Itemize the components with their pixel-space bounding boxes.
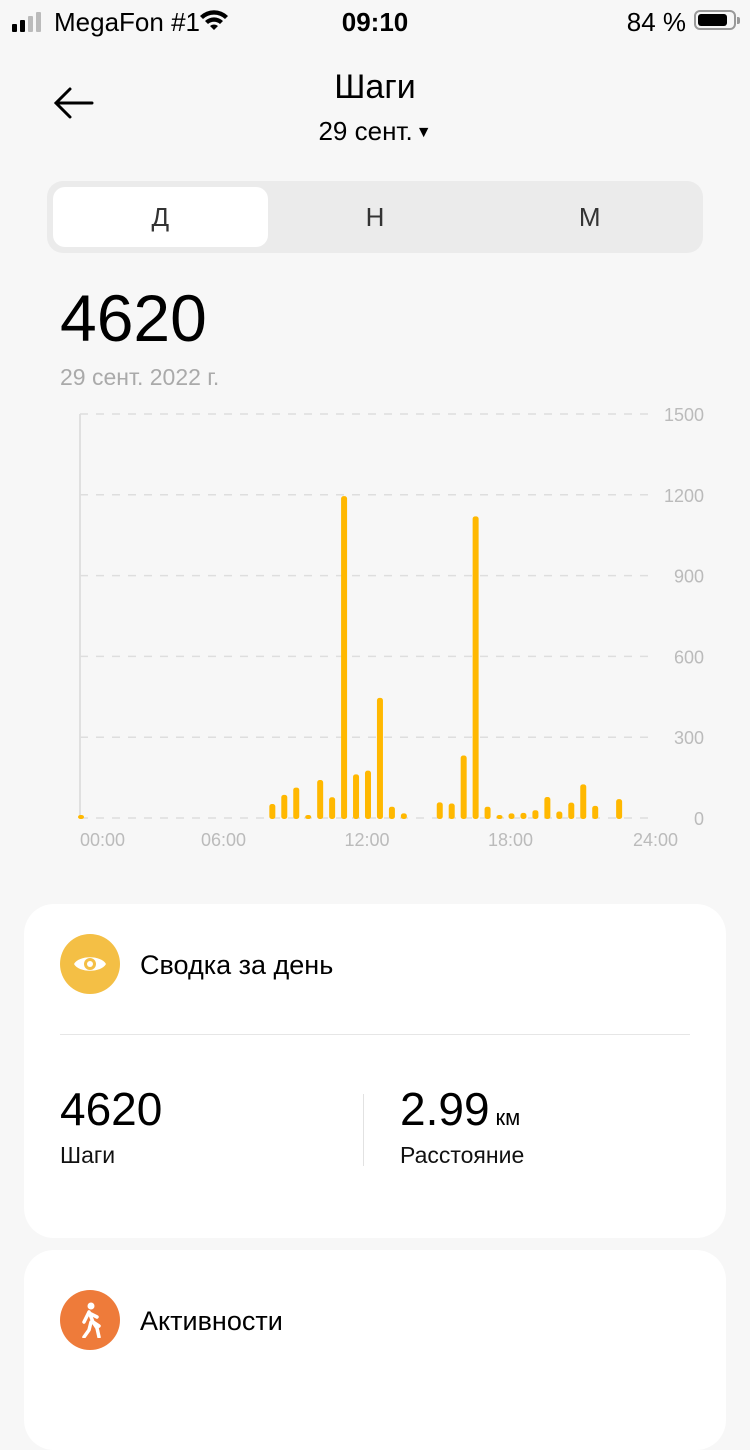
x-tick-label: 18:00 <box>488 830 533 850</box>
distance-label: Расстояние <box>400 1142 525 1168</box>
bar <box>436 802 443 819</box>
divider <box>60 1034 690 1035</box>
card-title: Активности <box>140 1306 283 1336</box>
bar <box>329 797 336 819</box>
bar <box>281 794 288 819</box>
bar <box>496 815 503 819</box>
activities-card[interactable]: Активности <box>24 1250 726 1450</box>
card-title: Сводка за день <box>140 950 334 980</box>
bar <box>592 805 599 819</box>
carrier: MegaFon #1 <box>54 7 200 37</box>
page-title: Шаги <box>334 68 416 106</box>
battery-percent: 84 % <box>626 7 686 37</box>
divider <box>363 1094 364 1166</box>
bar <box>341 496 348 819</box>
status-bar: MegaFon #1 09:10 84 % <box>0 0 750 44</box>
bar <box>520 812 527 819</box>
day-summary-card: Сводка за день 4620 Шаги 2.99 км Расстоян… <box>24 904 726 1238</box>
steps-value: 4620 <box>60 1083 163 1135</box>
bar <box>353 774 360 819</box>
bar <box>448 803 455 819</box>
steps-label: Шаги <box>60 1142 116 1168</box>
date-label: 29 сент. <box>318 116 413 146</box>
x-tick-label: 06:00 <box>201 830 246 850</box>
arrow-left-icon[interactable] <box>50 80 96 126</box>
x-tick-label: 12:00 <box>344 830 389 850</box>
y-tick-label: 0 <box>694 809 704 829</box>
bar <box>365 770 371 819</box>
bar <box>78 815 84 819</box>
distance-unit: км <box>495 1105 521 1130</box>
y-tick-label: 1500 <box>664 405 704 425</box>
x-tick-label: 00:00 <box>80 830 125 850</box>
steps-chart[interactable]: 1500 1200 900 600 300 0 00:00 06:00 12:00 18:00 24… <box>0 0 750 900</box>
tab-week[interactable]: Н <box>365 201 385 232</box>
bar <box>269 803 276 819</box>
distance-number: 2.99 <box>400 1083 490 1135</box>
tab-day[interactable]: Д <box>53 187 268 247</box>
wifi-icon <box>200 10 228 30</box>
y-tick-label: 300 <box>674 728 704 748</box>
bar <box>544 796 551 819</box>
bar <box>400 813 407 819</box>
battery-icon <box>694 10 740 30</box>
signal-icon <box>12 12 41 32</box>
eye-icon <box>60 934 120 994</box>
bar <box>305 815 312 819</box>
x-tick-label: 24:00 <box>633 830 678 850</box>
total-steps: 4620 <box>60 281 207 355</box>
distance-value: 2.99 км <box>400 1082 520 1136</box>
bar <box>472 516 479 819</box>
walking-icon <box>60 1290 120 1350</box>
bar <box>460 755 467 819</box>
bar <box>376 697 383 819</box>
period-tabs: Д Н М <box>47 181 703 253</box>
caret-down-icon: ▼ <box>415 124 432 141</box>
selected-date: 29 сент. 2022 г. <box>60 364 220 390</box>
y-tick-label: 600 <box>674 647 704 667</box>
bar <box>580 784 587 819</box>
bar <box>484 806 491 819</box>
tab-month[interactable]: М <box>578 201 601 232</box>
bar <box>616 799 623 819</box>
bar <box>568 802 575 819</box>
y-tick-label: 1200 <box>664 486 704 506</box>
bar <box>556 811 563 819</box>
bar <box>293 787 300 819</box>
bar <box>532 810 539 819</box>
y-tick-label: 900 <box>674 567 704 587</box>
bar <box>317 780 324 819</box>
date-selector[interactable]: 29 сент. ▼ <box>0 116 750 147</box>
bar <box>508 813 515 819</box>
clock: 09:10 <box>341 7 409 37</box>
bar <box>388 806 395 819</box>
